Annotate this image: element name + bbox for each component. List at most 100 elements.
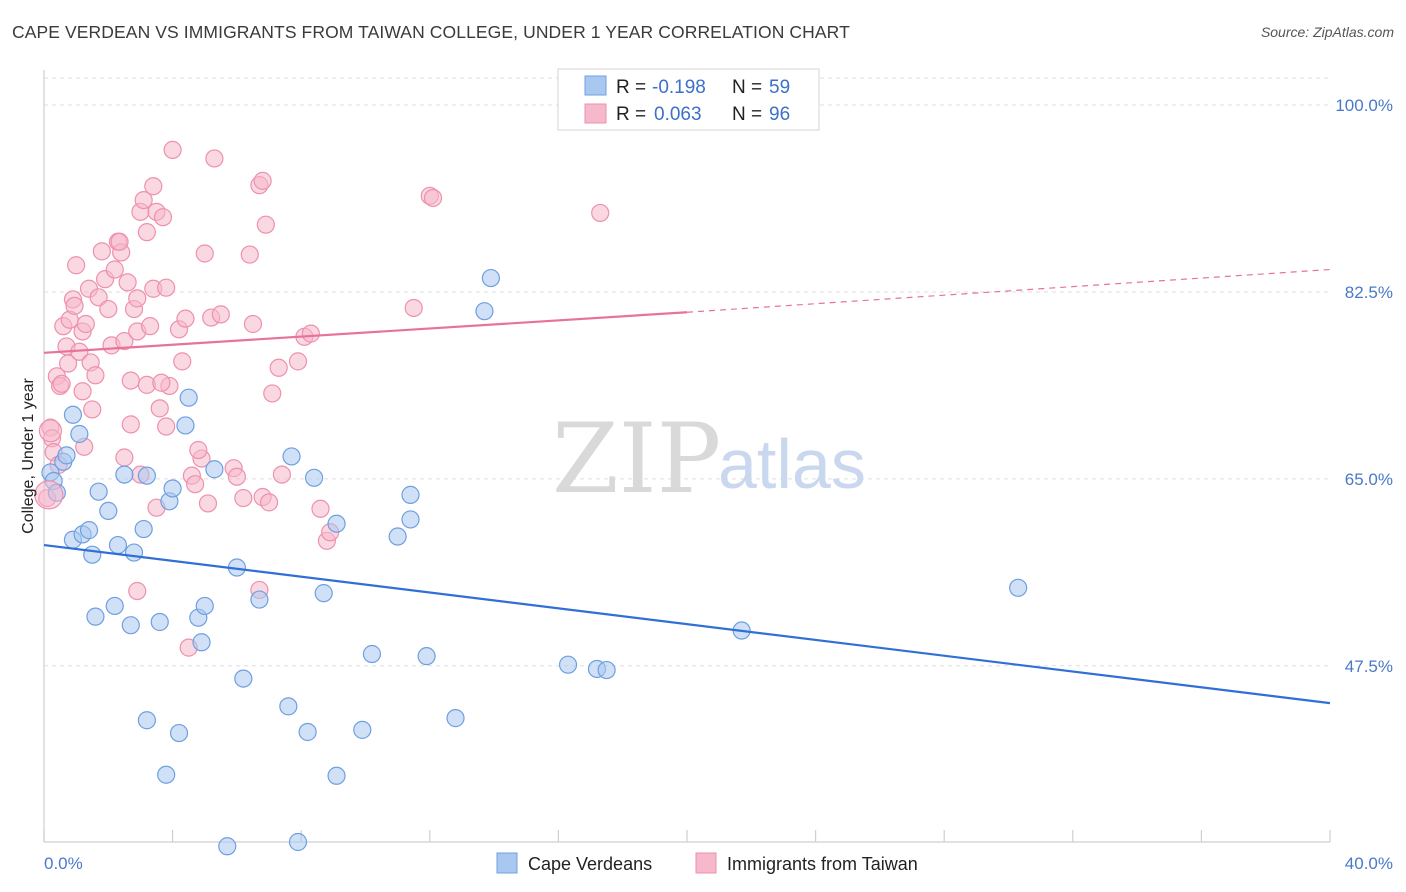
point-taiwan [234, 488, 253, 508]
point-taiwan [173, 352, 192, 371]
point-cape-verdean [353, 720, 372, 739]
point-taiwan [89, 288, 108, 307]
point-taiwan [404, 298, 423, 318]
point-taiwan [140, 317, 160, 336]
point-taiwan [243, 314, 263, 334]
legend-swatch-cape-verdeans [584, 75, 607, 96]
point-taiwan [152, 373, 171, 392]
point-cape-verdean [192, 633, 211, 652]
point-cape-verdean [99, 501, 118, 521]
point-cape-verdean [288, 832, 308, 852]
point-cape-verdean [57, 446, 76, 465]
bottom-legend-swatch-cape-verdeans [496, 852, 518, 874]
point-cape-verdean [475, 302, 494, 321]
legend-n-label-1: N = [732, 77, 762, 98]
point-taiwan [128, 581, 147, 601]
gridlines [44, 77, 1330, 667]
point-taiwan [52, 374, 71, 393]
point-taiwan [76, 314, 95, 334]
point-taiwan [176, 309, 195, 328]
point-cape-verdean [137, 711, 156, 730]
point-taiwan [157, 417, 176, 436]
y-tick-labels: 47.5% 65.0% 82.5% 100.0% [1335, 96, 1393, 676]
point-taiwan [150, 399, 169, 418]
point-cape-verdean [597, 660, 616, 680]
point-taiwan [591, 203, 610, 223]
y-tick-label: 82.5% [1345, 283, 1393, 302]
point-taiwan [110, 232, 129, 251]
point-taiwan [269, 358, 288, 377]
point-taiwan [144, 177, 163, 196]
point-cape-verdean [401, 510, 420, 529]
point-taiwan [205, 149, 224, 168]
point-cape-verdean [401, 485, 420, 504]
y-tick-label: 100.0% [1335, 96, 1393, 115]
point-cape-verdean [83, 545, 102, 564]
point-cape-verdean [1009, 578, 1028, 597]
point-cape-verdean [86, 607, 105, 626]
watermark-zip: ZIP [552, 403, 721, 515]
point-taiwan [134, 190, 153, 210]
point-cape-verdean [234, 669, 253, 688]
point-cape-verdean [481, 268, 500, 288]
point-cape-verdean [205, 460, 224, 479]
trend-line-taiwan-extension [686, 268, 1331, 313]
point-taiwan [227, 467, 246, 486]
legend-n-value-2: 96 [769, 104, 790, 125]
point-taiwan [198, 494, 218, 513]
point-taiwan [67, 256, 86, 275]
point-cape-verdean [150, 612, 169, 632]
point-taiwan [73, 382, 92, 401]
point-cape-verdean [417, 647, 436, 666]
point-cape-verdean [179, 388, 198, 407]
point-cape-verdean [218, 837, 237, 856]
legend-r-label-2: R = [616, 104, 646, 125]
point-taiwan-cluster [34, 480, 64, 510]
x-tick-label-max: 40.0% [1345, 854, 1393, 873]
source-label: Source: ZipAtlas.com [1260, 24, 1394, 40]
point-taiwan [153, 208, 173, 227]
point-cape-verdean [195, 596, 214, 616]
point-taiwan [195, 244, 214, 263]
point-cape-verdean [298, 722, 317, 742]
point-taiwan [423, 188, 443, 208]
legend-r-label-1: R = [616, 77, 646, 98]
legend-r-value-1: -0.198 [652, 77, 706, 98]
point-taiwan [99, 299, 118, 319]
point-taiwan [186, 475, 205, 494]
point-taiwan [259, 493, 279, 512]
point-taiwan [256, 215, 275, 234]
point-taiwan [163, 140, 182, 159]
point-taiwan [157, 278, 176, 297]
y-tick-label: 47.5% [1345, 657, 1393, 676]
point-cape-verdean [327, 514, 346, 533]
point-taiwan [121, 371, 140, 390]
point-cape-verdean [169, 723, 189, 743]
point-cape-verdean [304, 468, 324, 487]
legend-box: R = -0.198 N = 59 R = 0.063 N = 96 [557, 68, 820, 131]
point-taiwan-cluster [38, 419, 63, 443]
point-taiwan [301, 324, 320, 343]
point-cape-verdean [89, 482, 108, 501]
point-taiwan [288, 352, 308, 371]
point-cape-verdean [314, 584, 333, 603]
bottom-legend: Cape Verdeans Immigrants from Taiwan [496, 852, 918, 874]
point-cape-verdean [446, 709, 465, 728]
bottom-legend-swatch-taiwan [695, 852, 717, 874]
point-taiwan [272, 465, 292, 484]
point-cape-verdean [327, 766, 346, 785]
point-taiwan [92, 242, 111, 261]
trend-line-taiwan [43, 311, 688, 354]
point-taiwan [86, 366, 105, 385]
trend-line-cape-verdeans [43, 543, 1331, 705]
point-cape-verdean [121, 616, 140, 635]
point-taiwan [311, 499, 330, 518]
point-cape-verdean [79, 521, 99, 540]
point-taiwan [240, 245, 259, 264]
point-cape-verdean [134, 519, 153, 539]
point-taiwan [263, 384, 282, 403]
trend-lines [43, 268, 1331, 705]
legend-n-label-2: N = [732, 104, 762, 125]
point-cape-verdean [137, 466, 156, 485]
point-taiwan [65, 296, 84, 315]
